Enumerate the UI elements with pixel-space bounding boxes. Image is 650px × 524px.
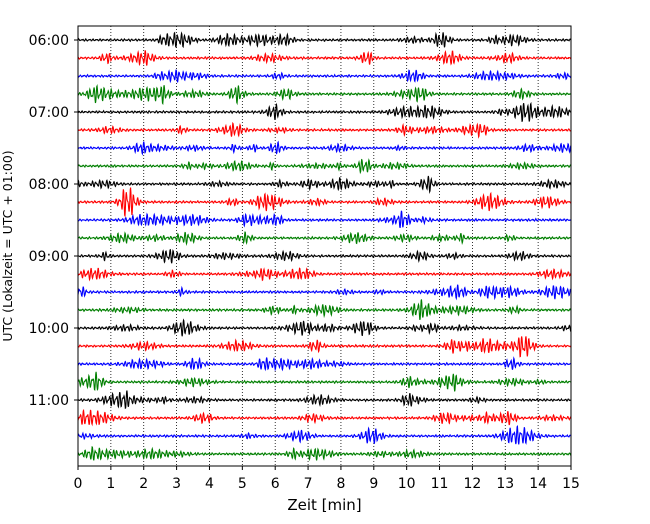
y-tick-label: 10:00	[29, 321, 69, 337]
x-tick-label: 10	[398, 476, 416, 492]
seismogram-trace	[77, 210, 572, 229]
seismogram-trace	[77, 49, 572, 67]
seismogram-trace	[77, 371, 572, 392]
seismogram-trace	[77, 248, 572, 264]
seismogram-trace	[77, 175, 572, 194]
x-tick-label: 1	[106, 476, 115, 492]
seismogram-trace	[77, 267, 572, 282]
traces	[77, 31, 572, 462]
seismogram-trace	[77, 445, 572, 462]
seismogram-trace	[77, 31, 572, 49]
seismogram-trace	[77, 390, 572, 410]
seismogram-trace	[77, 299, 572, 321]
seismogram-trace	[77, 69, 572, 84]
seismogram-trace	[77, 408, 572, 427]
x-tick-label: 14	[529, 476, 547, 492]
y-tick-label: 07:00	[29, 105, 69, 121]
x-tick-label: 7	[304, 476, 313, 492]
seismogram-trace	[77, 187, 572, 218]
x-tick-label: 4	[205, 476, 214, 492]
y-tick-label: 11:00	[29, 393, 69, 409]
y-tick-label: 08:00	[29, 177, 69, 193]
x-tick-label: 2	[139, 476, 148, 492]
y-tick-label: 09:00	[29, 249, 69, 265]
x-tick-label: 15	[562, 476, 580, 492]
seismogram-trace	[77, 284, 572, 301]
seismogram-trace	[77, 424, 572, 445]
x-tick-label: 0	[74, 476, 83, 492]
y-axis: 06:00 07:00 08:00 09:00 10:00 11:00	[29, 33, 78, 409]
x-tick-label: 9	[369, 476, 378, 492]
plot-frame	[77, 25, 572, 467]
seismogram-trace	[77, 231, 572, 246]
seismogram-trace	[77, 158, 572, 175]
x-tick-label: 13	[496, 476, 514, 492]
y-tick-label: 06:00	[29, 33, 69, 49]
x-tick-label: 8	[336, 476, 345, 492]
x-tick-label: 6	[271, 476, 280, 492]
grid-lines	[110, 26, 539, 466]
x-tick-label: 3	[172, 476, 181, 492]
seismogram-trace	[77, 356, 572, 372]
x-axis-label: Zeit [min]	[287, 496, 361, 514]
seismogram-trace	[77, 336, 572, 358]
seismogram-trace	[77, 140, 572, 156]
seismogram-trace	[77, 121, 572, 139]
seismogram-trace	[77, 318, 572, 337]
seismogram-trace	[77, 101, 572, 122]
y-axis-label: UTC (Lokalzeit = UTC + 01:00)	[0, 150, 15, 341]
x-tick-label: 11	[431, 476, 449, 492]
x-tick-label: 5	[238, 476, 247, 492]
seismogram-trace	[77, 84, 572, 106]
x-tick-label: 12	[463, 476, 481, 492]
x-axis: 0 1 2 3 4 5 6 7 8 9 10 11 12 13 14 15	[74, 466, 580, 492]
